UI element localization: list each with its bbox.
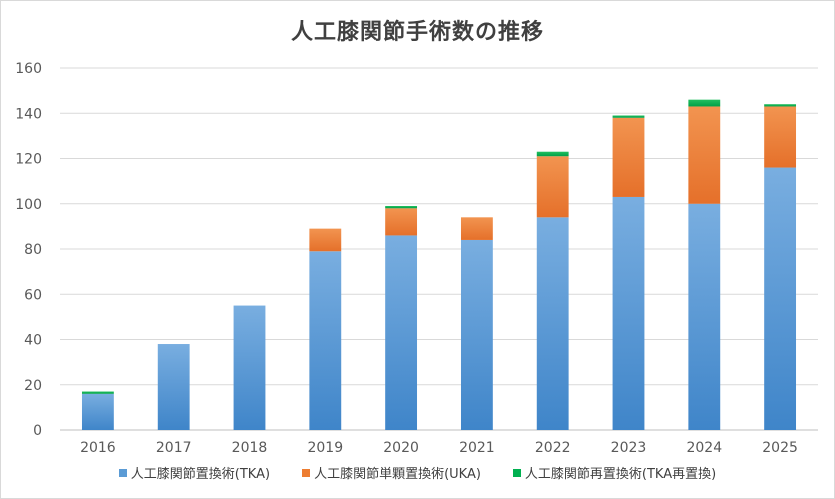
bar-2016-series-0 (81, 393, 114, 430)
y-tick-label: 0 (33, 423, 42, 439)
bar-2017-series-0 (157, 344, 190, 430)
x-tick-label: 2022 (535, 440, 571, 456)
legend-label-tka: 人工膝関節置換術(TKA) (130, 467, 271, 482)
bar-2025-series-2 (764, 104, 797, 107)
x-tick-label: 2019 (307, 440, 343, 456)
bar-2020-series-0 (385, 235, 418, 430)
legend-swatch-tka (118, 468, 127, 477)
y-tick-label: 100 (15, 197, 42, 213)
bar-2018-series-0 (233, 305, 266, 430)
legend-swatch-uka (302, 468, 311, 477)
legend-item-tka: 人工膝関節置換術(TKA) (118, 463, 271, 482)
legend-label-uka: 人工膝関節単顆置換術(UKA) (314, 467, 481, 482)
bar-2023-series-2 (612, 115, 645, 118)
bar-2025-series-0 (764, 167, 797, 431)
legend-item-revision: 人工膝関節再置換術(TKA再置換) (512, 463, 717, 482)
chart-title: 人工膝関節手術数の推移 (290, 20, 544, 45)
bar-2023-series-1 (612, 117, 645, 197)
legend: 人工膝関節置換術(TKA) 人工膝関節単顆置換術(UKA) 人工膝関節再置換術(… (0, 463, 835, 482)
bar-2022-series-0 (536, 217, 569, 430)
y-tick-label: 160 (15, 61, 42, 77)
bar-2024-series-0 (688, 203, 721, 430)
x-tick-label: 2021 (459, 440, 495, 456)
bar-2021-series-1 (460, 217, 493, 240)
bar-2024-series-1 (688, 106, 721, 204)
y-tick-label: 140 (15, 106, 42, 122)
x-tick-label: 2025 (762, 440, 798, 456)
y-tick-label: 60 (24, 287, 42, 303)
x-tick-label: 2016 (80, 440, 116, 456)
legend-label-revision: 人工膝関節再置換術(TKA再置換) (524, 467, 717, 482)
y-tick-label: 20 (24, 378, 42, 394)
legend-item-uka: 人工膝関節単顆置換術(UKA) (302, 463, 481, 482)
bar-2022-series-1 (536, 156, 569, 218)
bar-2021-series-0 (460, 239, 493, 430)
bar-2023-series-0 (612, 196, 645, 430)
bar-2020-series-2 (385, 206, 418, 209)
x-tick-label: 2023 (611, 440, 647, 456)
bar-2024-series-2 (688, 99, 721, 107)
bar-2020-series-1 (385, 208, 418, 236)
y-tick-label: 80 (24, 242, 42, 258)
y-tick-label: 120 (15, 152, 42, 168)
y-tick-label: 40 (24, 333, 42, 349)
bar-2019-series-0 (309, 251, 342, 430)
legend-swatch-revision (512, 468, 521, 477)
bar-2025-series-1 (764, 106, 797, 168)
x-tick-label: 2024 (686, 440, 722, 456)
bar-2019-series-1 (309, 228, 342, 252)
x-tick-label: 2020 (383, 440, 419, 456)
bar-2016-series-2 (81, 391, 114, 394)
x-tick-label: 2018 (232, 440, 268, 456)
x-tick-label: 2017 (156, 440, 192, 456)
bar-2022-series-2 (536, 151, 569, 157)
